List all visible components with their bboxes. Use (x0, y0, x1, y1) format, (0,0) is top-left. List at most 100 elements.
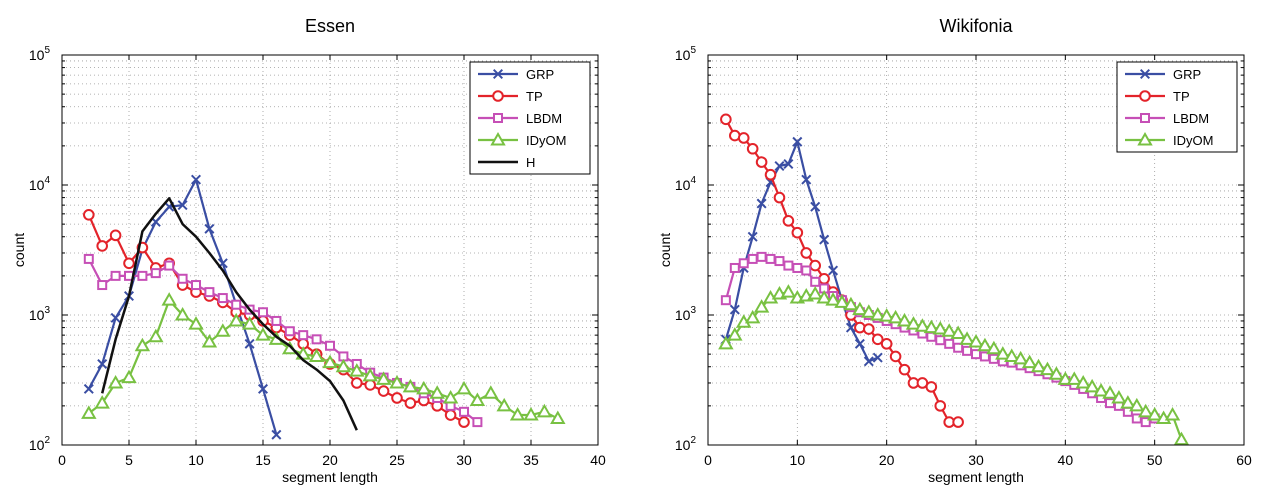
data-point (389, 374, 405, 389)
legend-marker (1139, 68, 1151, 80)
data-point (923, 319, 940, 334)
data-point (986, 340, 1002, 355)
data-point (780, 284, 797, 298)
legend-item-tp: TP (1125, 89, 1190, 104)
legend-label: LBDM (526, 111, 562, 126)
data-point (807, 286, 823, 300)
data-point (351, 377, 363, 389)
data-point (255, 327, 271, 341)
data-point (746, 142, 759, 155)
data-point (791, 226, 804, 239)
data-point (863, 323, 875, 335)
data-point (878, 308, 895, 322)
data-point (335, 358, 352, 373)
data-point (364, 379, 377, 391)
data-point (889, 350, 902, 363)
data-point (231, 299, 242, 310)
legend-label: IDyOM (1173, 133, 1213, 148)
data-point (747, 231, 758, 242)
data-point (228, 312, 244, 327)
legend-item-idyom: IDyOM (478, 131, 566, 148)
data-point (241, 316, 258, 330)
data-point (935, 335, 946, 346)
data-point (952, 416, 964, 428)
data-point (825, 292, 841, 306)
legend-marker (492, 68, 504, 80)
data-point (201, 333, 218, 348)
x-tick-label: 10 (790, 452, 806, 468)
data-point (458, 416, 470, 428)
data-point (792, 136, 803, 147)
data-point (852, 301, 868, 316)
data-point (148, 328, 164, 343)
data-point (150, 268, 161, 279)
data-point (459, 406, 469, 417)
data-point (190, 174, 202, 185)
data-point (1146, 407, 1163, 421)
data-point (854, 338, 865, 349)
data-point (1057, 371, 1074, 385)
data-point (1012, 350, 1029, 365)
data-point (729, 262, 740, 273)
data-point (177, 200, 188, 211)
y-ticks: 102 103 104 105 (675, 45, 1244, 453)
data-point (391, 392, 403, 404)
x-axis-label: segment length (928, 469, 1024, 485)
y-tick-label: 105 (675, 45, 697, 63)
legend-marker (490, 131, 506, 146)
y-tick-label: 104 (29, 175, 51, 193)
data-point (816, 290, 832, 304)
data-point (818, 272, 830, 285)
data-point (97, 280, 108, 291)
legend: GRP TP LBDM IDyOM (1116, 61, 1238, 153)
x-tick-label: 20 (879, 452, 895, 468)
data-point (1111, 389, 1127, 404)
data-point (782, 215, 795, 227)
data-point (1120, 395, 1136, 409)
data-point (783, 159, 794, 170)
data-point (308, 348, 325, 362)
data-point (753, 299, 770, 313)
data-point (325, 340, 335, 351)
data-point (483, 385, 499, 399)
data-point (720, 295, 731, 306)
legend-item-lbdm: LBDM (1125, 111, 1209, 126)
data-point (861, 304, 877, 318)
legend-label: TP (526, 89, 543, 104)
y-ticks: 102 103 104 105 (29, 45, 598, 453)
data-point (773, 191, 786, 204)
data-point (977, 337, 993, 352)
data-point (469, 392, 486, 406)
legend-marker (493, 113, 503, 123)
data-point (727, 327, 743, 341)
data-point (121, 369, 137, 384)
data-point (1164, 407, 1181, 421)
data-point (905, 316, 922, 330)
data-point (191, 280, 201, 291)
data-point (536, 403, 553, 418)
data-point (444, 409, 457, 421)
data-point (1004, 348, 1020, 362)
data-point (971, 349, 981, 360)
x-tick-label: 0 (58, 452, 66, 468)
data-point (472, 417, 483, 428)
data-point (456, 380, 472, 395)
data-point (932, 321, 948, 335)
data-point (177, 273, 188, 284)
data-point (828, 265, 839, 276)
data-point (257, 383, 269, 394)
legend-item-h: H (478, 155, 535, 170)
data-point (764, 168, 777, 181)
data-point (783, 260, 794, 271)
data-point (756, 198, 767, 209)
data-point (880, 338, 893, 350)
y-tick-label: 105 (29, 45, 51, 63)
data-point (1075, 374, 1091, 389)
data-point (1030, 358, 1047, 373)
legend-item-idyom: IDyOM (1125, 131, 1213, 148)
data-point (1093, 383, 1109, 397)
data-point (322, 354, 338, 369)
chart-title: Wikifonia (939, 16, 1013, 36)
data-point (843, 296, 859, 311)
